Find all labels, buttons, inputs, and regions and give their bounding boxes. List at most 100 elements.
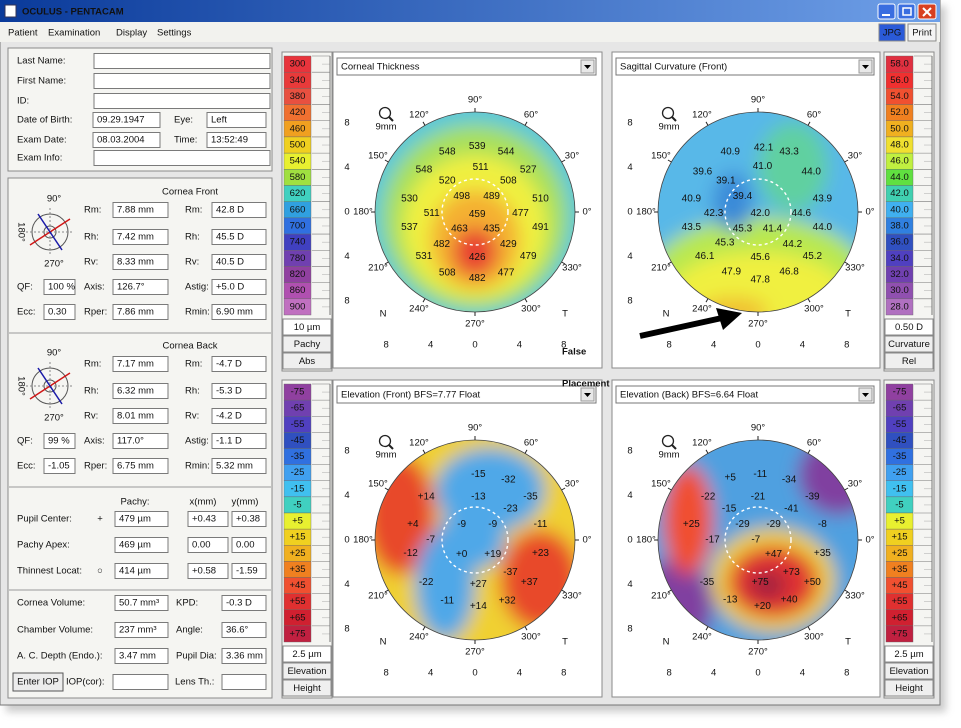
input-box[interactable]	[211, 458, 267, 474]
input-box[interactable]	[206, 112, 267, 128]
axis-degree-label: 90°	[47, 194, 62, 205]
field-value: 99 %	[48, 436, 70, 447]
angle-label: 330°	[562, 263, 582, 274]
input-box[interactable]	[231, 537, 267, 553]
input-box[interactable]	[211, 356, 267, 372]
input-box[interactable]	[93, 150, 271, 166]
input-box[interactable]	[112, 458, 169, 474]
input-box[interactable]	[112, 433, 169, 449]
zoom-icon[interactable]	[661, 106, 675, 120]
map-value: -11	[753, 469, 767, 480]
angle-label: 270°	[748, 319, 768, 330]
input-box[interactable]	[187, 563, 229, 579]
map-selector[interactable]	[615, 57, 875, 76]
zoom-icon[interactable]	[378, 434, 392, 448]
input-box[interactable]	[206, 132, 267, 148]
input-box[interactable]	[112, 408, 169, 424]
map-title: Elevation (Back) BFS=6.64 Float	[620, 390, 758, 401]
scale-footer: 0.50 D	[895, 322, 923, 333]
input-box[interactable]	[221, 622, 267, 638]
map-selector[interactable]	[336, 57, 597, 76]
input-box[interactable]	[112, 674, 169, 690]
input-box[interactable]	[93, 53, 271, 69]
zoom-icon[interactable]	[661, 434, 675, 448]
map-title: Corneal Thickness	[341, 62, 420, 73]
enter-iop-button[interactable]	[12, 672, 64, 692]
field-value: 09.29.1947	[97, 115, 145, 126]
input-box[interactable]	[112, 254, 169, 270]
map-value: -13	[723, 595, 738, 606]
input-box[interactable]	[211, 408, 267, 424]
input-box[interactable]	[43, 304, 76, 320]
input-box[interactable]	[211, 304, 267, 320]
input-box[interactable]	[211, 229, 267, 245]
label: Rmin:	[185, 307, 210, 318]
input-box[interactable]	[43, 433, 76, 449]
angle-tick	[705, 626, 709, 631]
input-box[interactable]	[231, 563, 267, 579]
input-box[interactable]	[221, 674, 267, 690]
input-box[interactable]	[112, 202, 169, 218]
scale-value: 340	[290, 75, 306, 86]
input-box[interactable]	[114, 511, 169, 527]
x-tick-label: 8	[667, 340, 672, 351]
input-box[interactable]	[93, 73, 271, 89]
angle-label: 210°	[651, 591, 671, 602]
input-box[interactable]	[112, 229, 169, 245]
input-box[interactable]	[114, 563, 169, 579]
axis-degree-label: 270°	[44, 259, 64, 270]
y-tick-label: 0	[627, 535, 632, 546]
scale-swatch	[283, 625, 312, 643]
axis-degree-label: 180°	[15, 376, 26, 396]
input-box[interactable]	[231, 511, 267, 527]
map-value: -12	[403, 548, 418, 559]
scale-footer-cell	[282, 645, 332, 663]
input-box[interactable]	[92, 132, 161, 148]
toolbar-button-label: JPG	[883, 28, 901, 39]
input-box[interactable]	[43, 458, 76, 474]
scale-value: +65	[891, 612, 907, 623]
input-box[interactable]	[93, 93, 271, 109]
map-value: 40.9	[682, 193, 702, 204]
input-box[interactable]	[112, 279, 169, 295]
toolbar-button[interactable]	[878, 23, 906, 42]
input-box[interactable]	[211, 254, 267, 270]
scale-value: 860	[290, 285, 306, 296]
input-box[interactable]	[187, 537, 229, 553]
input-box[interactable]	[112, 383, 169, 399]
angle-label: 210°	[651, 263, 671, 274]
x-tick-label: 8	[667, 668, 672, 679]
input-box[interactable]	[221, 595, 267, 611]
annotation-text: Placement	[562, 379, 610, 390]
input-box[interactable]	[187, 511, 229, 527]
map-value: 489	[483, 191, 500, 202]
map-value: 491	[532, 222, 549, 233]
map-title: Sagittal Curvature (Front)	[620, 62, 727, 73]
input-box[interactable]	[211, 433, 267, 449]
input-box[interactable]	[114, 622, 169, 638]
input-box[interactable]	[112, 356, 169, 372]
input-box[interactable]	[211, 202, 267, 218]
maximize-button[interactable]	[897, 3, 916, 20]
map-value: 544	[498, 147, 515, 158]
field-value: 42.8 D	[216, 205, 244, 216]
input-box[interactable]	[211, 383, 267, 399]
map-selector[interactable]	[336, 385, 597, 404]
scale-value: +25	[289, 548, 305, 559]
label: Astig:	[185, 436, 209, 447]
input-box[interactable]	[114, 648, 169, 664]
zoom-icon[interactable]	[378, 106, 392, 120]
minimize-button[interactable]	[877, 3, 896, 20]
y-tick-label: 8	[627, 295, 632, 306]
input-box[interactable]	[92, 112, 161, 128]
label: Pupil Dia:	[176, 651, 217, 662]
map-selector[interactable]	[615, 385, 875, 404]
input-box[interactable]	[221, 648, 267, 664]
input-box[interactable]	[43, 279, 76, 295]
input-box[interactable]	[112, 304, 169, 320]
input-box[interactable]	[114, 537, 169, 553]
input-box[interactable]	[211, 279, 267, 295]
toolbar-button[interactable]	[907, 23, 937, 42]
angle-label: 300°	[804, 304, 824, 315]
input-box[interactable]	[114, 595, 169, 611]
